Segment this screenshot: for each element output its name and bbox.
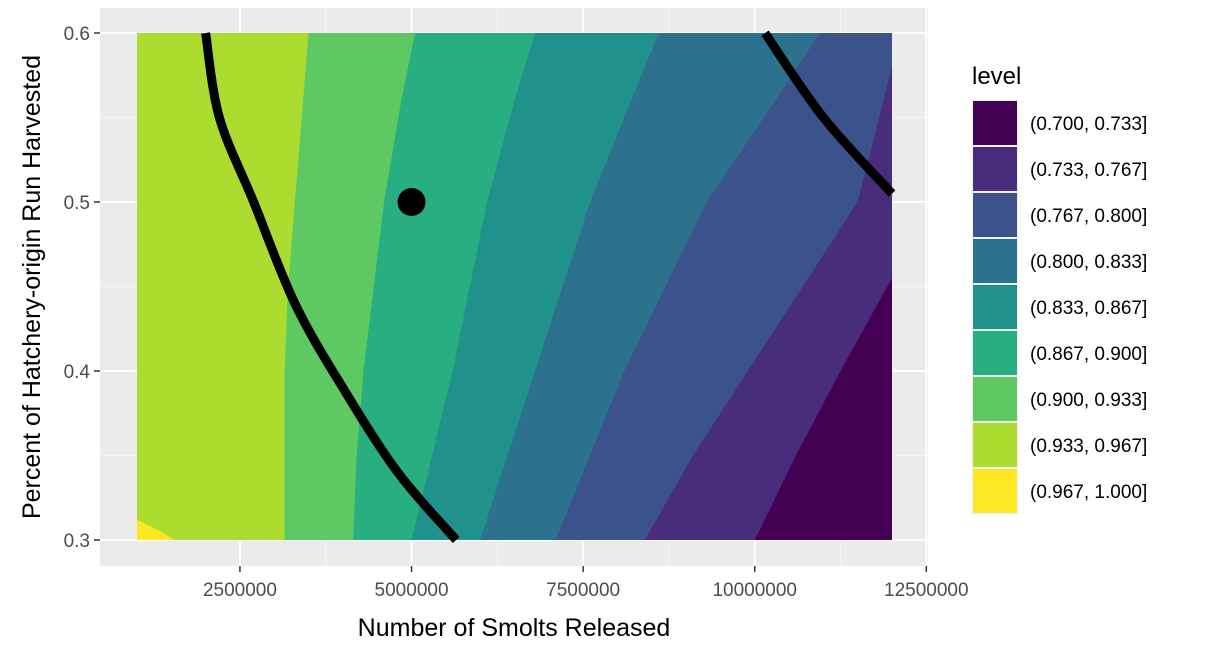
x-tick-label: 7500000 (546, 580, 620, 601)
y-tick-label: 0.6 (64, 24, 90, 45)
x-tick-label: 10000000 (712, 580, 797, 601)
legend-label: (0.933, 0.967] (1030, 436, 1147, 457)
threshold-line-2 (761, 30, 896, 197)
legend-label: (0.867, 0.900] (1030, 344, 1147, 365)
legend-label: (0.967, 1.000] (1030, 482, 1147, 503)
legend-label: (0.767, 0.800] (1030, 206, 1147, 227)
x-tick-label: 5000000 (375, 580, 449, 601)
y-tick-label: 0.4 (64, 362, 91, 383)
legend-swatch (973, 377, 1017, 421)
threshold-lines (201, 30, 896, 543)
legend-label: (0.700, 0.733] (1030, 114, 1147, 135)
legend-entry: (0.700, 0.733] (972, 100, 1147, 146)
legend-entry: (0.833, 0.867] (972, 284, 1147, 330)
legend-swatch (973, 239, 1017, 283)
legend-label: (0.900, 0.933] (1030, 390, 1147, 411)
legend-swatch (973, 285, 1017, 329)
legend-entry: (0.800, 0.833] (972, 238, 1147, 284)
legend-swatch (973, 331, 1017, 375)
y-axis-ticks: 0.3 0.4 0.5 0.6 (64, 24, 100, 552)
y-axis-title: Percent of Hatchery-origin Run Harvested (18, 55, 46, 519)
legend-swatch (973, 469, 1017, 513)
x-tick-label: 2500000 (203, 580, 277, 601)
contour-bands (137, 33, 892, 541)
legend-label: (0.833, 0.867] (1030, 298, 1147, 319)
legend-entry: (0.900, 0.933] (972, 376, 1147, 422)
legend-entry: (0.933, 0.967] (972, 422, 1147, 468)
legend-entries: (0.700, 0.733] (0.733, 0.767] (0.767, 0.80… (972, 100, 1147, 514)
data-points (397, 188, 426, 216)
legend-label: (0.733, 0.767] (1030, 160, 1147, 181)
legend-entry: (0.867, 0.900] (972, 330, 1147, 376)
legend-swatch (973, 193, 1017, 237)
legend-swatch (973, 147, 1017, 191)
legend-entry: (0.967, 1.000] (972, 468, 1147, 514)
y-tick-label: 0.3 (64, 531, 90, 552)
legend-entry: (0.733, 0.767] (972, 146, 1147, 192)
legend-label: (0.800, 0.833] (1030, 252, 1147, 273)
x-axis-ticks: 2500000 5000000 7500000 10000000 12500000 (203, 566, 969, 601)
data-point-1 (397, 188, 426, 216)
x-axis-title: Number of Smolts Released (358, 614, 671, 642)
y-tick-label: 0.5 (64, 193, 90, 214)
threshold-line-1 (201, 32, 460, 543)
band-(0.700, 0.733] (754, 278, 892, 540)
legend: level (0.700, 0.733] (0.733, 0.767] (0.767… (972, 63, 1147, 514)
x-tick-label: 12500000 (884, 580, 969, 601)
legend-title: level (972, 63, 1021, 90)
legend-entry: (0.767, 0.800] (972, 192, 1147, 238)
legend-swatch (973, 101, 1017, 145)
legend-swatch (973, 423, 1017, 467)
